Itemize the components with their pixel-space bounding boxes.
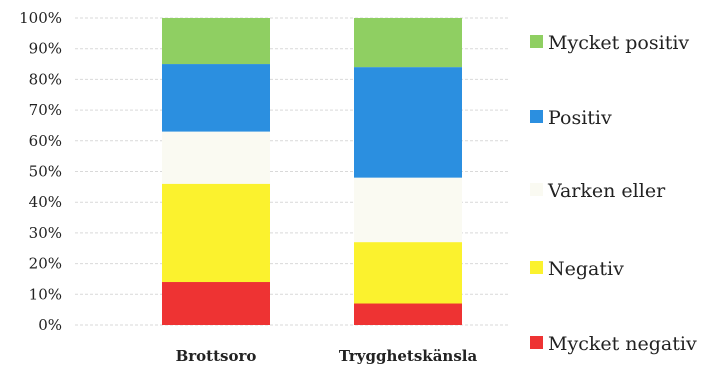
bar-segment <box>354 67 462 178</box>
legend-label: Mycket positiv <box>548 32 689 54</box>
y-tick-label: 70% <box>29 101 62 119</box>
bars-layer <box>162 18 462 325</box>
bar-segment <box>162 18 270 65</box>
legend-label: Positiv <box>548 107 612 129</box>
bar-segment <box>354 303 462 325</box>
y-tick-label: 20% <box>29 255 62 273</box>
bar-segment <box>162 64 270 132</box>
bar-segment <box>162 131 270 184</box>
bar-segment <box>354 242 462 304</box>
bar-segment <box>162 183 270 283</box>
axis-layer: 0% 10% 20% 30% 40% 50% 60% 70% 80% 90% 100% Brottso… <box>19 9 477 365</box>
bar-segment <box>354 177 462 243</box>
bar-segment <box>354 18 462 68</box>
legend-swatch <box>530 183 543 196</box>
legend-label: Varken eller <box>547 180 666 202</box>
category-label: Trygghetskänsla <box>339 347 478 365</box>
legend-swatch <box>530 336 543 349</box>
legend-swatch <box>530 261 543 274</box>
category-label: Brottsoro <box>176 347 257 365</box>
y-tick-label: 30% <box>29 224 62 242</box>
y-tick-label: 0% <box>38 316 62 334</box>
y-tick-label: 80% <box>29 70 62 88</box>
y-tick-label: 90% <box>29 40 62 58</box>
legend-swatch <box>530 110 543 123</box>
y-tick-label: 100% <box>19 9 62 27</box>
legend-layer: Mycket positiv Positiv Varken eller Negativ… <box>530 32 697 355</box>
y-tick-label: 60% <box>29 132 62 150</box>
bar-segment <box>162 282 270 325</box>
legend-swatch <box>530 35 543 48</box>
y-tick-label: 50% <box>29 163 62 181</box>
y-tick-label: 40% <box>29 193 62 211</box>
legend-label: Negativ <box>548 258 624 280</box>
y-tick-label: 10% <box>29 285 62 303</box>
legend-label: Mycket negativ <box>548 333 697 355</box>
